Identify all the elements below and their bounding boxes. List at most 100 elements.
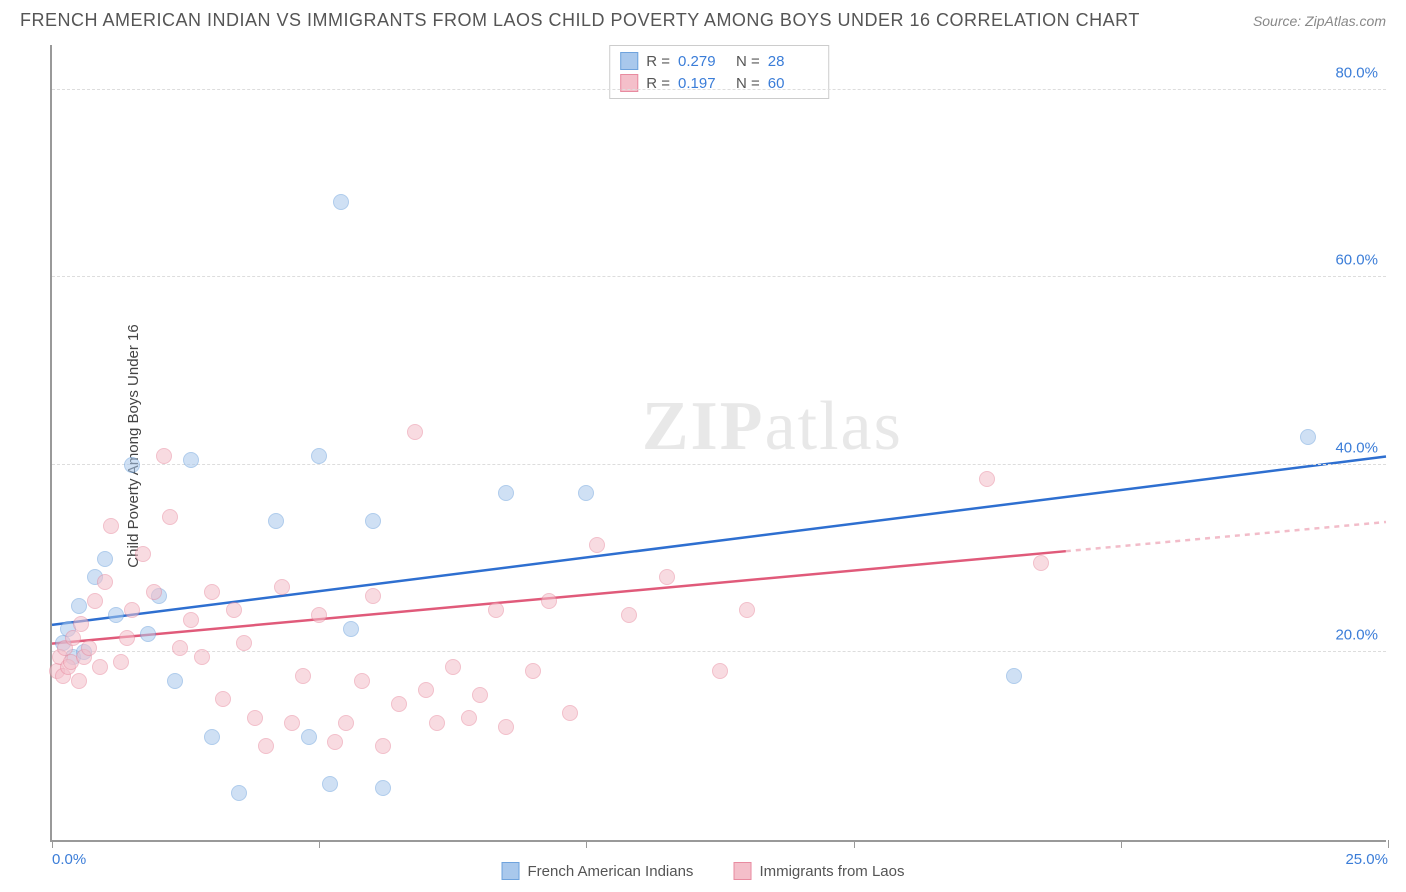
data-point	[498, 485, 514, 501]
data-point	[156, 448, 172, 464]
data-point	[621, 607, 637, 623]
data-point	[712, 663, 728, 679]
x-tick	[586, 840, 587, 848]
data-point	[333, 194, 349, 210]
data-point	[119, 630, 135, 646]
data-point	[81, 640, 97, 656]
data-point	[979, 471, 995, 487]
data-point	[236, 635, 252, 651]
legend-stat-row: R = 0.279 N = 28	[620, 50, 818, 72]
data-point	[258, 738, 274, 754]
legend-item: French American Indians	[502, 862, 694, 880]
data-point	[407, 424, 423, 440]
data-point	[103, 518, 119, 534]
data-point	[311, 607, 327, 623]
data-point	[71, 673, 87, 689]
data-point	[311, 448, 327, 464]
data-point	[659, 569, 675, 585]
data-point	[488, 602, 504, 618]
data-point	[1006, 668, 1022, 684]
data-point	[365, 588, 381, 604]
n-value: 28	[768, 53, 818, 70]
legend-swatch	[733, 862, 751, 880]
data-point	[124, 602, 140, 618]
data-point	[354, 673, 370, 689]
data-point	[108, 607, 124, 623]
data-point	[226, 602, 242, 618]
data-point	[472, 687, 488, 703]
data-point	[162, 509, 178, 525]
data-point	[498, 719, 514, 735]
x-tick-label: 25.0%	[1345, 851, 1388, 868]
data-point	[247, 710, 263, 726]
data-point	[562, 705, 578, 721]
data-point	[231, 785, 247, 801]
data-point	[92, 659, 108, 675]
x-tick	[854, 840, 855, 848]
legend-label: Immigrants from Laos	[759, 863, 904, 880]
data-point	[65, 630, 81, 646]
data-point	[194, 649, 210, 665]
legend-label: French American Indians	[528, 863, 694, 880]
data-point	[338, 715, 354, 731]
legend-swatch	[502, 862, 520, 880]
data-point	[429, 715, 445, 731]
scatter-chart: ZIPatlas R =0.279N =28R =0.197N =60 20.0…	[50, 45, 1386, 842]
data-point	[183, 452, 199, 468]
data-point	[365, 513, 381, 529]
r-label: R =	[646, 53, 670, 70]
legend-swatch	[620, 52, 638, 70]
data-point	[135, 546, 151, 562]
data-point	[268, 513, 284, 529]
data-point	[322, 776, 338, 792]
r-value: 0.279	[678, 53, 728, 70]
data-point	[589, 537, 605, 553]
y-tick-label: 40.0%	[1335, 439, 1378, 456]
data-point	[295, 668, 311, 684]
legend-item: Immigrants from Laos	[733, 862, 904, 880]
n-label: N =	[736, 53, 760, 70]
data-point	[274, 579, 290, 595]
data-point	[1033, 555, 1049, 571]
correlation-legend: R = 0.279 N = 28 R =0.197N =60	[609, 45, 829, 99]
y-tick-label: 20.0%	[1335, 627, 1378, 644]
legend-stat-row: R =0.197N =60	[620, 72, 818, 94]
data-point	[204, 584, 220, 600]
data-point	[73, 616, 89, 632]
data-point	[578, 485, 594, 501]
gridline	[52, 276, 1386, 277]
data-point	[375, 780, 391, 796]
x-tick	[1121, 840, 1122, 848]
data-point	[284, 715, 300, 731]
data-point	[525, 663, 541, 679]
data-point	[97, 551, 113, 567]
data-point	[183, 612, 199, 628]
x-tick	[319, 840, 320, 848]
data-point	[71, 598, 87, 614]
data-point	[124, 457, 140, 473]
x-tick	[52, 840, 53, 848]
data-point	[97, 574, 113, 590]
data-point	[301, 729, 317, 745]
data-point	[375, 738, 391, 754]
data-point	[739, 602, 755, 618]
data-point	[1300, 429, 1316, 445]
data-point	[418, 682, 434, 698]
chart-title: FRENCH AMERICAN INDIAN VS IMMIGRANTS FRO…	[20, 10, 1140, 31]
gridline	[52, 464, 1386, 465]
data-point	[204, 729, 220, 745]
chart-header: FRENCH AMERICAN INDIAN VS IMMIGRANTS FRO…	[0, 0, 1406, 36]
data-point	[87, 593, 103, 609]
data-point	[113, 654, 129, 670]
y-tick-label: 60.0%	[1335, 252, 1378, 269]
source-attribution: Source: ZipAtlas.com	[1253, 13, 1386, 29]
series-legend: French American Indians Immigrants from L…	[502, 862, 905, 880]
data-point	[541, 593, 557, 609]
y-tick-label: 80.0%	[1335, 64, 1378, 81]
data-point	[215, 691, 231, 707]
data-point	[391, 696, 407, 712]
data-point	[140, 626, 156, 642]
gridline	[52, 89, 1386, 90]
data-point	[172, 640, 188, 656]
data-point	[461, 710, 477, 726]
